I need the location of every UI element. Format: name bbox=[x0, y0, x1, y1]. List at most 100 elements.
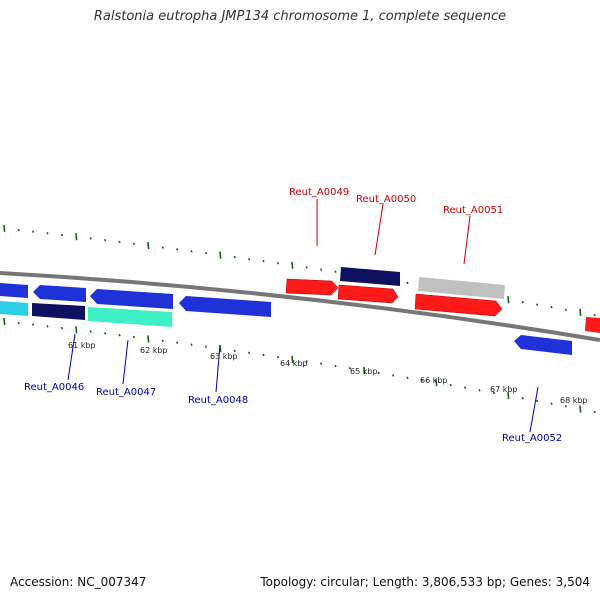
major-tick bbox=[3, 317, 6, 325]
gene-reut-a0050-upper[interactable] bbox=[340, 267, 400, 286]
label-reut-a0047[interactable]: Reut_A0047 bbox=[96, 387, 156, 398]
minor-tick bbox=[132, 242, 135, 246]
minor-tick bbox=[60, 326, 63, 330]
minor-tick bbox=[464, 386, 467, 389]
scale-label-67: 67 kbp bbox=[490, 385, 518, 394]
minor-tick bbox=[377, 371, 380, 375]
minor-tick bbox=[104, 332, 107, 335]
gene-next-forward[interactable] bbox=[585, 317, 600, 333]
minor-tick bbox=[521, 396, 524, 400]
minor-tick bbox=[190, 343, 193, 346]
minor-tick bbox=[46, 325, 49, 328]
minor-tick bbox=[248, 351, 251, 355]
gene-reut-a0045[interactable] bbox=[0, 283, 28, 298]
gene-reut-a0047-upper[interactable] bbox=[90, 289, 173, 309]
minor-tick bbox=[118, 333, 121, 337]
topology-summary: Topology: circular; Length: 3,806,533 bp… bbox=[260, 575, 590, 589]
minor-tick bbox=[334, 364, 337, 368]
scale-label-66: 66 kbp bbox=[420, 376, 448, 385]
minor-tick bbox=[89, 330, 92, 333]
minor-tick bbox=[262, 259, 265, 263]
minor-tick bbox=[204, 251, 207, 255]
minor-tick bbox=[190, 250, 193, 253]
major-tick bbox=[291, 355, 294, 363]
minor-tick bbox=[550, 305, 553, 309]
gene-reut-a0047[interactable] bbox=[88, 307, 172, 327]
chromosome-backbone bbox=[0, 271, 600, 342]
label-reut-a0051[interactable]: Reut_A0051 bbox=[443, 205, 503, 216]
minor-tick bbox=[233, 255, 236, 259]
map-title: Ralstonia eutropha JMP134 chromosome 1, … bbox=[93, 9, 507, 24]
major-tick bbox=[75, 326, 78, 334]
minor-tick bbox=[420, 378, 423, 382]
gene-reut-a0049[interactable] bbox=[285, 278, 339, 296]
major-tick bbox=[363, 367, 366, 375]
minor-tick bbox=[449, 383, 452, 387]
minor-tick bbox=[176, 341, 179, 344]
minor-tick bbox=[276, 355, 279, 359]
minor-tick bbox=[276, 261, 279, 265]
gene-reut-a0046-upper[interactable] bbox=[33, 285, 86, 302]
forward-connectors bbox=[316, 199, 471, 265]
minor-tick bbox=[564, 308, 567, 312]
minor-tick bbox=[564, 405, 567, 408]
minor-tick bbox=[492, 391, 495, 395]
minor-tick bbox=[262, 353, 265, 357]
minor-tick bbox=[89, 237, 92, 240]
label-reut-a0048[interactable]: Reut_A0048 bbox=[188, 395, 248, 406]
minor-tick bbox=[161, 246, 164, 249]
gene-reut-a0051[interactable] bbox=[414, 293, 503, 317]
major-tick bbox=[147, 242, 150, 250]
minor-tick bbox=[17, 228, 20, 232]
gene-reut-a0046[interactable] bbox=[32, 303, 85, 320]
gene-reut-a0048[interactable] bbox=[179, 296, 271, 317]
minor-tick bbox=[104, 238, 107, 242]
label-reut-a0050[interactable]: Reut_A0050 bbox=[356, 194, 416, 205]
minor-tick bbox=[305, 266, 308, 269]
minor-tick bbox=[248, 257, 251, 261]
gene-reut-a0052[interactable] bbox=[514, 335, 572, 355]
gene-track bbox=[0, 267, 600, 355]
label-reut-a0049[interactable]: Reut_A0049 bbox=[289, 187, 349, 198]
minor-tick bbox=[60, 233, 63, 237]
gene-reut-a0045-lower[interactable] bbox=[0, 301, 28, 316]
minor-tick bbox=[118, 240, 121, 244]
major-tick bbox=[3, 224, 6, 232]
scale-label-63: 63 kbp bbox=[210, 352, 238, 361]
minor-tick bbox=[536, 303, 539, 306]
minor-tick bbox=[320, 362, 323, 365]
minor-tick bbox=[406, 281, 409, 285]
tick-row-lower bbox=[3, 317, 596, 414]
minor-tick bbox=[550, 402, 553, 405]
major-tick bbox=[219, 251, 222, 259]
major-tick bbox=[75, 233, 78, 241]
minor-tick bbox=[593, 410, 596, 414]
minor-tick bbox=[536, 399, 539, 403]
scale-label-68: 68 kbp bbox=[560, 396, 588, 405]
major-tick bbox=[291, 261, 294, 269]
minor-tick bbox=[392, 374, 395, 377]
major-tick bbox=[579, 308, 582, 316]
minor-tick bbox=[233, 349, 236, 353]
reverse-connectors bbox=[67, 333, 539, 433]
minor-tick bbox=[521, 300, 524, 304]
minor-tick bbox=[176, 248, 179, 251]
minor-tick bbox=[17, 321, 20, 325]
major-tick bbox=[579, 405, 582, 413]
gene-reut-a0050[interactable] bbox=[337, 284, 399, 304]
major-tick bbox=[507, 296, 510, 304]
gene-reut-a0051-upper[interactable] bbox=[418, 277, 505, 299]
label-reut-a0046[interactable]: Reut_A0046 bbox=[24, 382, 84, 393]
minor-tick bbox=[334, 270, 337, 273]
minor-tick bbox=[320, 268, 323, 271]
tick-row-upper bbox=[3, 224, 596, 317]
minor-tick bbox=[132, 335, 135, 339]
major-tick bbox=[435, 379, 438, 387]
minor-tick bbox=[204, 345, 207, 348]
minor-tick bbox=[46, 232, 49, 235]
scale-label-62: 62 kbp bbox=[140, 346, 168, 355]
accession-text: Accession: NC_007347 bbox=[10, 575, 147, 589]
label-reut-a0052[interactable]: Reut_A0052 bbox=[502, 433, 562, 444]
major-tick bbox=[147, 335, 150, 343]
